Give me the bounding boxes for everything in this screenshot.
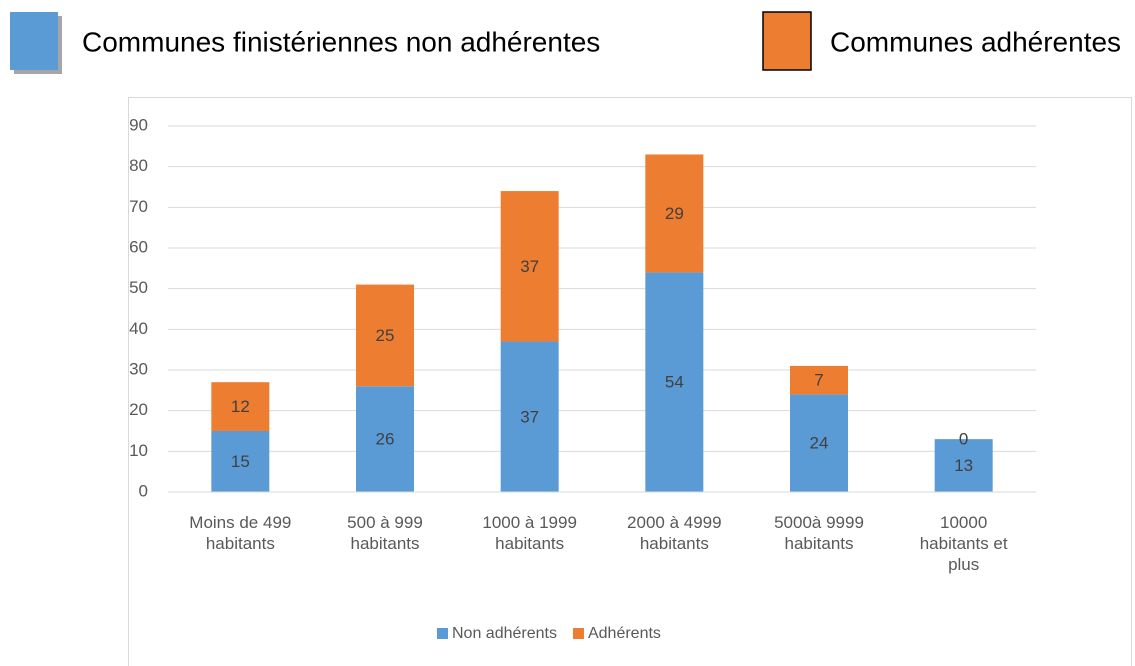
bar-segment (211, 431, 270, 492)
data-label: 37 (520, 257, 539, 276)
y-tick-label: 50 (129, 278, 148, 297)
chart-frame (128, 97, 1132, 666)
bar-segment (500, 341, 559, 492)
data-label: 15 (231, 452, 250, 471)
bar-segment (356, 284, 414, 387)
bar-segment (790, 365, 848, 395)
bar-segment (211, 382, 270, 431)
bar-segment (645, 272, 704, 492)
data-label: 24 (810, 434, 829, 453)
x-tick-label: 10000 habitants et plus (919, 513, 1008, 574)
bar-segment (645, 154, 704, 273)
y-tick-label: 0 (139, 481, 148, 500)
bar-segment (356, 386, 414, 492)
legend-label: Non adhérents (452, 625, 557, 642)
y-tick-label: 10 (129, 441, 148, 460)
bar-segment (500, 191, 559, 342)
y-tick-label: 30 (129, 359, 148, 378)
legend-swatch (572, 628, 584, 639)
legend-label: Adhérents (588, 625, 661, 642)
legend-swatch (437, 628, 448, 639)
x-tick-label: 1000 à 1999 habitants (482, 513, 577, 553)
data-label: 37 (520, 407, 539, 426)
header-label: Communes adhérentes (830, 26, 1121, 57)
header-label: Communes finistériennes non adhérentes (82, 26, 600, 57)
data-label: 25 (376, 326, 395, 345)
header-swatch (762, 11, 812, 71)
data-label: 26 (376, 430, 395, 449)
x-tick-label: 500 à 999 habitants (347, 513, 423, 553)
y-tick-label: 70 (129, 197, 148, 216)
data-label: 13 (954, 456, 973, 475)
y-tick-label: 90 (129, 115, 148, 134)
y-tick-label: 80 (129, 156, 148, 175)
header-swatch (10, 12, 58, 70)
bar-segment (934, 439, 993, 492)
y-tick-label: 20 (129, 400, 148, 419)
y-tick-label: 40 (129, 319, 148, 338)
bar-segment (790, 394, 848, 492)
data-label: 0 (959, 430, 968, 449)
x-tick-label: 5000à 9999 habitants (774, 513, 864, 553)
data-label: 54 (665, 373, 684, 392)
y-tick-label: 60 (129, 237, 148, 256)
data-label: 7 (814, 371, 823, 390)
x-tick-label: Moins de 499 habitants (189, 513, 292, 553)
data-label: 29 (665, 204, 684, 223)
x-tick-label: 2000 à 4999 habitants (627, 513, 722, 553)
data-label: 12 (231, 397, 250, 416)
